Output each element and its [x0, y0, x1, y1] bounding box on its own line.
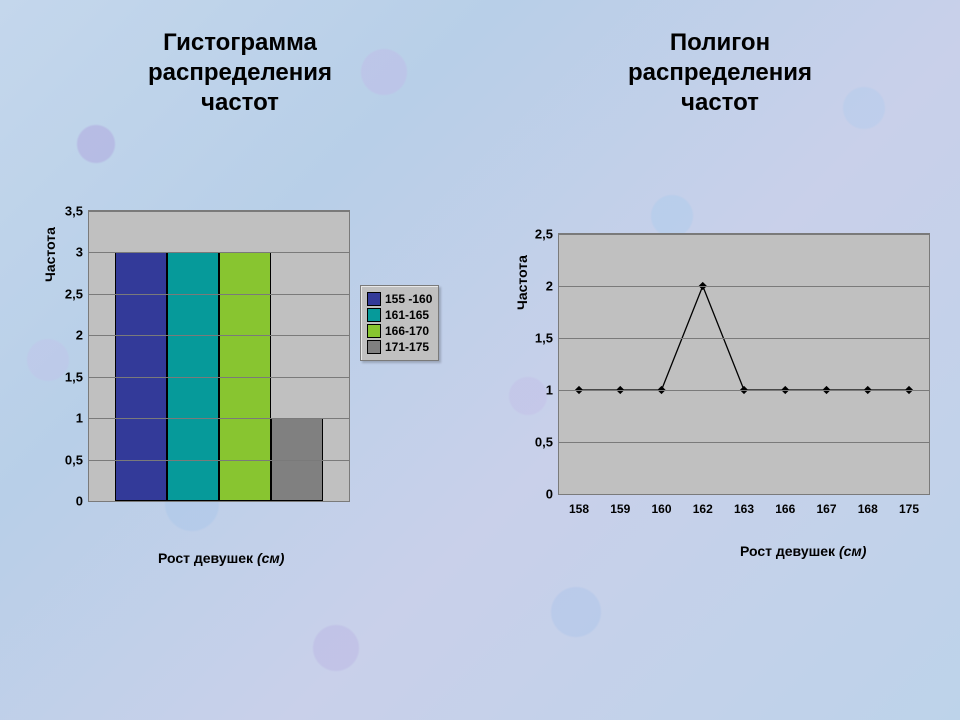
polygon-gridline: [559, 338, 929, 339]
polygon-xtick: 168: [858, 502, 878, 516]
polygon-plot-area: 00,511,522,5158159160162163166167168175: [558, 233, 930, 495]
polygon-xtick: 162: [693, 502, 713, 516]
polygon-line-svg: [559, 234, 929, 494]
legend-label: 166-170: [385, 324, 429, 338]
legend-swatch: [367, 308, 381, 322]
polygon-xtick: 167: [816, 502, 836, 516]
legend-item: 171-175: [367, 340, 432, 354]
histogram-xlabel-unit: (см): [257, 550, 284, 566]
legend-item: 155 -160: [367, 292, 432, 306]
histogram-gridline: [89, 294, 349, 295]
polygon-ylabel: Частота: [514, 255, 530, 310]
polygon-xlabel-unit: (см): [839, 543, 866, 559]
polygon-panel: Полигонраспределениячастот Частота 00,51…: [480, 0, 960, 720]
legend-swatch: [367, 340, 381, 354]
polygon-ytick: 1: [546, 383, 553, 398]
histogram-ytick: 2: [76, 328, 83, 343]
polygon-ytick: 1,5: [535, 331, 553, 346]
legend-label: 161-165: [385, 308, 429, 322]
polygon-xtick: 166: [775, 502, 795, 516]
histogram-panel: Гистограммараспределениячастот Частота 0…: [0, 0, 480, 720]
histogram-gridline: [89, 211, 349, 212]
legend-swatch: [367, 324, 381, 338]
histogram-chart: Частота 00,511,522,533,5 155 -160 161-165…: [30, 210, 460, 570]
polygon-ytick: 2,5: [535, 227, 553, 242]
polygon-xtick: 163: [734, 502, 754, 516]
polygon-chart: Частота 00,511,522,515815916016216316616…: [500, 218, 940, 588]
polygon-xtick: 158: [569, 502, 589, 516]
histogram-gridline: [89, 377, 349, 378]
legend-swatch: [367, 292, 381, 306]
histogram-gridline: [89, 335, 349, 336]
legend-label: 155 -160: [385, 292, 432, 306]
polygon-xtick: 175: [899, 502, 919, 516]
histogram-gridline: [89, 418, 349, 419]
histogram-legend: 155 -160 161-165 166-170 171-175: [360, 285, 439, 361]
histogram-ytick: 3: [76, 245, 83, 260]
page-root: Гистограммараспределениячастот Частота 0…: [0, 0, 960, 720]
legend-item: 166-170: [367, 324, 432, 338]
polygon-ytick: 2: [546, 279, 553, 294]
legend-item: 161-165: [367, 308, 432, 322]
polygon-xlabel: Рост девушек (см): [740, 543, 866, 559]
histogram-ytick: 3,5: [65, 204, 83, 219]
histogram-ytick: 0,5: [65, 452, 83, 467]
legend-label: 171-175: [385, 340, 429, 354]
histogram-plot-area: 00,511,522,533,5: [88, 210, 350, 502]
histogram-gridline: [89, 460, 349, 461]
histogram-ylabel: Частота: [42, 227, 58, 282]
polygon-gridline: [559, 234, 929, 235]
polygon-ytick: 0,5: [535, 435, 553, 450]
histogram-ytick: 0: [76, 494, 83, 509]
histogram-ytick: 1: [76, 411, 83, 426]
histogram-title: Гистограммараспределениячастот: [0, 28, 480, 118]
polygon-xtick: 160: [651, 502, 671, 516]
histogram-xlabel: Рост девушек (см): [158, 550, 284, 566]
histogram-gridline: [89, 252, 349, 253]
histogram-ytick: 2,5: [65, 286, 83, 301]
polygon-ytick: 0: [546, 487, 553, 502]
polygon-gridline: [559, 442, 929, 443]
polygon-xtick: 159: [610, 502, 630, 516]
polygon-gridline: [559, 390, 929, 391]
histogram-bars: [89, 211, 349, 501]
polygon-title: Полигонраспределениячастот: [480, 28, 960, 118]
polygon-xlabel-text: Рост девушек: [740, 543, 839, 559]
histogram-ytick: 1,5: [65, 369, 83, 384]
histogram-xlabel-text: Рост девушек: [158, 550, 257, 566]
polygon-gridline: [559, 286, 929, 287]
